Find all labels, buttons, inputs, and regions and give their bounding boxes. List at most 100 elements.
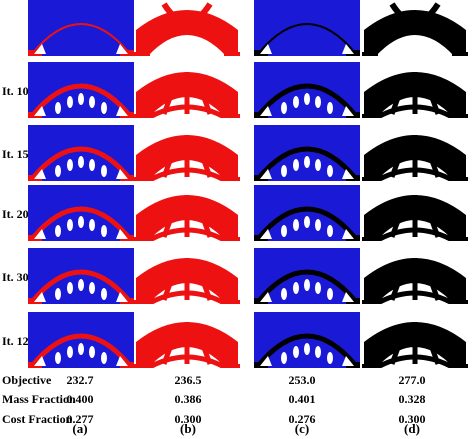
void-region: [67, 219, 73, 231]
void-region: [327, 288, 333, 300]
void-region: [67, 282, 73, 294]
void-region: [293, 346, 299, 358]
topology-image: [362, 248, 468, 304]
design-domain: [28, 312, 134, 368]
metric-value: 0.276: [288, 412, 316, 426]
metric-label: Cost Fraction: [2, 412, 73, 426]
design-cell: [254, 248, 360, 304]
arch-member: [257, 23, 357, 55]
void-region: [55, 352, 61, 364]
design-cell: [28, 248, 134, 304]
corner-void: [260, 356, 272, 366]
arch-member: [30, 206, 132, 241]
metric-value: 277.0: [398, 373, 426, 387]
void-region: [89, 159, 95, 171]
void-region: [304, 156, 310, 168]
left-support: [362, 237, 378, 241]
left-support: [362, 300, 378, 304]
void-region: [78, 156, 84, 168]
spoke-member: [430, 332, 455, 366]
spoke-member: [202, 205, 227, 239]
left-support: [134, 114, 150, 118]
void-region: [67, 346, 73, 358]
void-region: [315, 159, 321, 171]
spoke-member: [430, 145, 455, 179]
topology-image: [134, 248, 240, 304]
arch-member: [30, 146, 132, 181]
design-cell: [362, 185, 468, 241]
inner-arch-member: [374, 167, 456, 181]
inner-arch-member: [146, 290, 228, 304]
topology-image: [134, 185, 240, 241]
iteration-label: It. 30: [2, 270, 29, 284]
design-domain: [254, 62, 360, 118]
metric-label: Objective: [2, 373, 52, 387]
inner-arch-member: [374, 104, 456, 118]
central-member: [389, 2, 441, 25]
spoke-member: [202, 145, 227, 179]
inner-arch-member: [374, 290, 456, 304]
metric-value: 0.328: [398, 392, 426, 406]
iteration-label: It. 20: [2, 207, 29, 221]
inner-arch-member: [146, 227, 228, 241]
void-region: [281, 352, 287, 364]
corner-void: [34, 292, 46, 302]
design-domain: [254, 185, 360, 241]
topology-image: [254, 248, 360, 304]
design-cell: [28, 125, 134, 181]
left-support: [134, 364, 150, 368]
design-cell: [254, 125, 360, 181]
void-region: [101, 165, 107, 177]
iteration-label: It. 15: [2, 147, 29, 161]
left-support: [362, 52, 378, 56]
void-region: [304, 343, 310, 355]
corner-void: [260, 292, 272, 302]
left-support: [134, 52, 150, 56]
column-label: (b): [180, 421, 196, 436]
metric-value: 0.300: [174, 412, 202, 426]
design-cell: [134, 125, 240, 181]
arch-member: [256, 333, 358, 368]
corner-void: [342, 356, 354, 366]
corner-void: [116, 44, 128, 54]
design-cell: [28, 185, 134, 241]
corner-void: [34, 106, 46, 116]
void-region: [327, 102, 333, 114]
corner-void: [34, 44, 46, 54]
corner-void: [116, 106, 128, 116]
topology-image: [134, 62, 240, 118]
spoke-member: [202, 82, 227, 116]
void-region: [89, 219, 95, 231]
design-cell: [254, 62, 360, 118]
corner-void: [260, 44, 272, 54]
arch-member: [364, 10, 466, 56]
inner-arch-member: [146, 167, 228, 181]
void-region: [327, 225, 333, 237]
void-region: [315, 346, 321, 358]
inner-arch-member: [374, 354, 456, 368]
void-region: [89, 346, 95, 358]
void-region: [293, 159, 299, 171]
column-label: (d): [404, 421, 420, 436]
design-cell: [28, 0, 134, 56]
design-cell: [362, 312, 468, 368]
spoke-member: [147, 332, 172, 366]
corner-void: [116, 292, 128, 302]
metric-value: 232.7: [66, 373, 94, 387]
void-region: [55, 165, 61, 177]
design-domain: [28, 0, 134, 56]
void-region: [327, 165, 333, 177]
design-cell: [28, 62, 134, 118]
spoke-member: [375, 82, 400, 116]
void-region: [55, 225, 61, 237]
right-support: [224, 364, 240, 368]
metric-value: 0.277: [66, 412, 94, 426]
void-region: [89, 96, 95, 108]
right-support: [224, 52, 240, 56]
corner-void: [342, 292, 354, 302]
design-domain: [254, 312, 360, 368]
void-region: [281, 165, 287, 177]
topology-image: [362, 185, 468, 241]
void-region: [78, 343, 84, 355]
corner-void: [342, 44, 354, 54]
